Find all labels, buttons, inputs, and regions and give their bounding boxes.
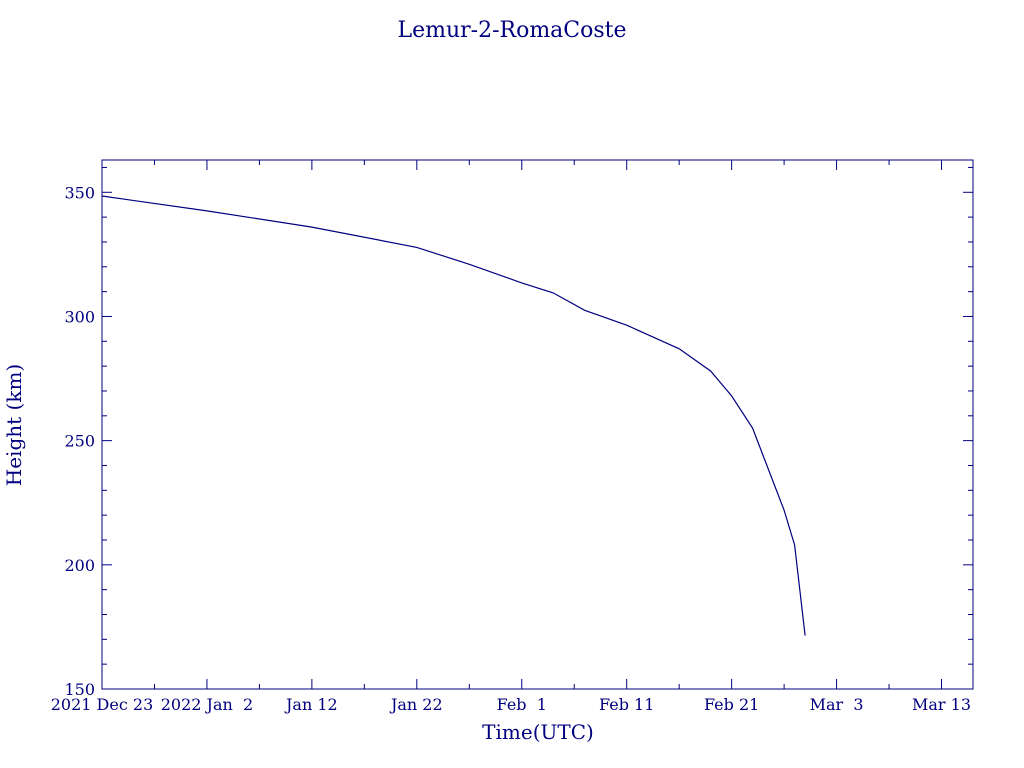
- y-tick-label: 150: [64, 680, 95, 699]
- series-layer: [101, 195, 806, 636]
- x-tick-label: Feb 11: [599, 695, 654, 714]
- y-tick-label: 250: [64, 432, 95, 451]
- y-tick-label: 300: [64, 307, 95, 326]
- axis-ticks: 2021 Dec 23 2022 Jan 2 Jan 12 Jan 22 Feb 1 Fe…: [51, 160, 973, 714]
- y-axis-label: Height (km): [2, 364, 26, 486]
- x-tick-label: Jan 22: [389, 695, 443, 714]
- chart-title: Lemur-2-RomaCoste: [397, 18, 626, 43]
- plot-frame: [101, 159, 974, 690]
- x-tick-label: Jan 12: [284, 695, 338, 714]
- series-line: [101, 195, 806, 636]
- x-tick-label: 2022 Jan 2: [161, 695, 253, 714]
- y-tick-label: 200: [64, 556, 95, 575]
- x-tick-label: Feb 21: [704, 695, 759, 714]
- x-tick-label: Mar 13: [912, 695, 971, 714]
- x-tick-label: Mar 3: [810, 695, 864, 714]
- y-tick-label: 350: [64, 183, 95, 202]
- x-tick-label: 2021 Dec 23: [51, 695, 154, 714]
- x-axis-label: Time(UTC): [482, 720, 594, 744]
- x-tick-label: Feb 1: [497, 695, 547, 714]
